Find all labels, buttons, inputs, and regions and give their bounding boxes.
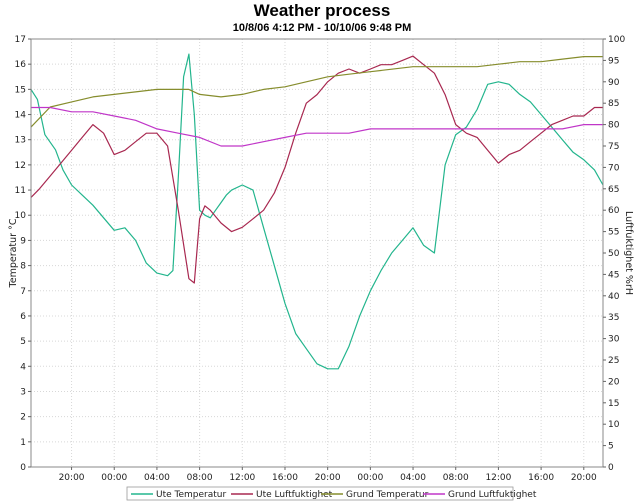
x-tick-label: 20:00 bbox=[571, 473, 597, 483]
left-tick-label: 10 bbox=[15, 211, 27, 221]
x-tick-label: 20:00 bbox=[315, 473, 341, 483]
x-tick-label: 20:00 bbox=[59, 473, 85, 483]
right-tick-label: 20 bbox=[608, 377, 620, 387]
right-tick-label: 70 bbox=[608, 163, 620, 173]
x-tick-label: 08:00 bbox=[187, 473, 213, 483]
series-line-grund-temperatur bbox=[30, 55, 603, 128]
x-tick-label: 04:00 bbox=[144, 473, 170, 483]
legend-label: Grund Temperatur bbox=[346, 490, 429, 500]
right-tick-label: 75 bbox=[608, 142, 619, 152]
series-line-grund-luftfuktighet bbox=[31, 106, 603, 147]
x-tick-label: 12:00 bbox=[229, 473, 255, 483]
right-tick-label: 25 bbox=[608, 356, 619, 366]
left-tick-label: 2 bbox=[20, 413, 26, 423]
right-tick-label: 85 bbox=[608, 99, 619, 109]
x-tick-label: 04:00 bbox=[400, 473, 426, 483]
right-axis: 0 5 10 15 20 25 30 35 40 45 50 55 60 65 70 75 80 85 90 95 10… bbox=[603, 35, 625, 473]
legend-label: Ute Luftfuktighet bbox=[256, 490, 333, 500]
x-tick-label: 00:00 bbox=[101, 473, 127, 483]
x-tick-label: 16:00 bbox=[528, 473, 554, 483]
chart-subtitle: 10/8/06 4:12 PM - 10/10/06 9:48 PM bbox=[233, 22, 412, 34]
right-tick-label: 5 bbox=[608, 442, 614, 452]
left-tick-label: 13 bbox=[15, 136, 26, 146]
chart-title: Weather process bbox=[254, 1, 391, 20]
series-line-ute-luftfuktighet bbox=[30, 55, 603, 284]
legend-label: Ute Temperatur bbox=[156, 490, 226, 500]
x-tick-label: 08:00 bbox=[443, 473, 469, 483]
left-tick-label: 6 bbox=[20, 312, 26, 322]
right-tick-label: 90 bbox=[608, 78, 620, 88]
plot-frame bbox=[30, 38, 604, 468]
left-tick-label: 7 bbox=[20, 287, 26, 297]
left-tick-label: 1 bbox=[20, 438, 26, 448]
series-layer bbox=[30, 53, 604, 370]
legend: Ute Temperatur Ute Luftfuktighet Grund Tem… bbox=[126, 486, 537, 501]
left-axis-label: Temperatur °C bbox=[8, 218, 19, 288]
right-tick-label: 55 bbox=[608, 228, 619, 238]
left-tick-label: 4 bbox=[20, 362, 26, 372]
right-tick-label: 40 bbox=[608, 292, 620, 302]
x-tick-label: 16:00 bbox=[272, 473, 298, 483]
left-tick-label: 0 bbox=[20, 463, 26, 473]
left-tick-label: 5 bbox=[20, 337, 26, 347]
right-tick-label: 100 bbox=[608, 35, 625, 45]
left-tick-label: 11 bbox=[15, 186, 26, 196]
right-tick-label: 65 bbox=[608, 185, 619, 195]
right-tick-label: 45 bbox=[608, 270, 619, 280]
series-line-ute-temperatur bbox=[30, 53, 604, 370]
right-axis-label: Luftfuktighet %rH bbox=[623, 211, 634, 295]
left-tick-label: 9 bbox=[20, 236, 26, 246]
x-axis: 20:00 00:00 04:00 08:00 12:00 16:00 20:00 00:00… bbox=[59, 467, 597, 483]
left-tick-label: 8 bbox=[20, 262, 26, 272]
right-tick-label: 15 bbox=[608, 399, 619, 409]
right-tick-label: 60 bbox=[608, 206, 620, 216]
left-tick-label: 17 bbox=[15, 35, 26, 45]
grid-lines bbox=[31, 38, 603, 468]
left-tick-label: 16 bbox=[15, 60, 27, 70]
left-tick-label: 12 bbox=[15, 161, 26, 171]
left-tick-label: 14 bbox=[15, 111, 27, 121]
right-tick-label: 95 bbox=[608, 56, 619, 66]
legend-box bbox=[126, 486, 514, 501]
right-tick-label: 80 bbox=[608, 121, 620, 131]
x-tick-label: 12:00 bbox=[485, 473, 511, 483]
left-tick-label: 3 bbox=[20, 387, 26, 397]
right-tick-label: 30 bbox=[608, 335, 620, 345]
left-tick-label: 15 bbox=[15, 85, 26, 95]
right-tick-label: 35 bbox=[608, 313, 619, 323]
right-tick-label: 50 bbox=[608, 249, 620, 259]
legend-label: Grund Luftfuktighet bbox=[448, 490, 537, 500]
right-tick-label: 10 bbox=[608, 420, 620, 430]
right-tick-label: 0 bbox=[608, 463, 614, 473]
x-tick-label: 00:00 bbox=[357, 473, 383, 483]
